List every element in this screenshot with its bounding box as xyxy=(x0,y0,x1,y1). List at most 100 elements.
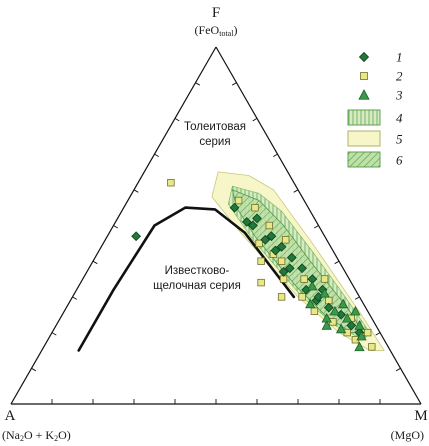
vertex-f-formula: (FeOtotal) xyxy=(195,23,238,38)
legend-symbol-4 xyxy=(347,109,381,126)
triangle-point xyxy=(335,323,347,334)
legend-label-5: 5 xyxy=(396,132,403,147)
square-point xyxy=(320,275,329,283)
diamond-point xyxy=(297,263,307,274)
edge-tick xyxy=(313,225,319,229)
square-point xyxy=(277,257,286,265)
diamond-point xyxy=(131,231,141,242)
square-point xyxy=(300,275,308,283)
calc-alkaline-line-1: Известково- xyxy=(165,265,230,277)
legend-item-3: 3 xyxy=(358,88,403,103)
tholeiitic-line-1: Толеитовая xyxy=(184,121,246,133)
legend: 1 2 3 4 5 6 xyxy=(347,50,403,168)
triangle-point xyxy=(305,298,316,309)
square-point xyxy=(234,196,243,205)
legend-item-5: 5 xyxy=(347,130,403,147)
diamond-point xyxy=(278,267,289,277)
square-point xyxy=(279,275,288,283)
legend-symbol-6 xyxy=(347,151,381,168)
legend-label-2: 2 xyxy=(396,69,403,84)
calc-alkaline-annotation: Известково- щелочная серия xyxy=(153,265,241,292)
diamond-point xyxy=(248,220,258,231)
legend-item-1: 1 xyxy=(358,50,403,65)
tholeiitic-calc-alkaline-divide xyxy=(77,206,296,352)
legend-symbol-5 xyxy=(347,130,381,147)
legend-label-3: 3 xyxy=(395,88,403,103)
edge-tick xyxy=(252,118,258,122)
diamond-point xyxy=(252,213,262,224)
legend-symbol-3 xyxy=(358,89,370,100)
legend-item-2: 2 xyxy=(360,69,403,84)
legend-label-4: 4 xyxy=(396,111,403,126)
tholeiitic-line-2: серия xyxy=(199,136,230,148)
diamond-point xyxy=(284,263,295,274)
vertex-a-letter: A xyxy=(5,408,16,424)
square-point xyxy=(368,343,376,351)
edge-tick xyxy=(231,82,237,86)
diamond-point xyxy=(346,320,357,331)
square-point xyxy=(363,328,372,337)
square-point xyxy=(277,293,286,301)
edge-tick xyxy=(195,82,201,86)
triangle-point xyxy=(337,298,349,309)
diamond-point xyxy=(241,217,252,227)
calc-alkaline-line-2: щелочная серия xyxy=(153,280,241,292)
vertex-m-label: M (MgO) xyxy=(391,408,428,442)
edge-tick xyxy=(113,225,119,229)
triangle-point xyxy=(350,305,361,316)
edge-tick xyxy=(174,118,180,122)
square-point xyxy=(310,307,319,315)
legend-label-6: 6 xyxy=(396,153,403,168)
edge-tick xyxy=(133,189,139,193)
edge-tick xyxy=(272,153,278,157)
vertex-m-letter: M xyxy=(414,408,427,424)
edge-tick xyxy=(31,367,37,372)
edge-tick xyxy=(354,296,360,300)
diamond-point xyxy=(229,202,240,213)
diamond-point xyxy=(323,302,334,313)
edge-tick xyxy=(293,189,299,193)
square-point xyxy=(255,239,263,248)
tholeiitic-annotation: Толеитовая серия xyxy=(184,121,246,148)
edge-tick xyxy=(51,332,57,336)
legend-label-1: 1 xyxy=(396,50,403,65)
triangle-point xyxy=(354,341,365,352)
square-point xyxy=(281,236,290,244)
square-point xyxy=(298,293,306,301)
edge-tick xyxy=(154,153,160,157)
edge-tick xyxy=(375,332,381,336)
vertex-f-label: F (FeOtotal) xyxy=(195,5,238,38)
vertex-a-formula: (Na2O + K2O) xyxy=(2,428,71,443)
edge-tick xyxy=(72,296,78,300)
triangle-point xyxy=(356,330,367,341)
data-points xyxy=(131,178,376,352)
vertex-a-label: A (Na2O + K2O) xyxy=(2,408,71,443)
vertex-m-formula: (MgO) xyxy=(391,428,424,442)
legend-item-4: 4 xyxy=(347,109,403,126)
vertex-f-letter: F xyxy=(212,5,220,21)
legend-symbol-2 xyxy=(360,72,368,80)
edge-tick xyxy=(92,260,98,265)
square-point xyxy=(265,221,273,230)
triangle-point xyxy=(342,312,353,323)
legend-item-6: 6 xyxy=(347,151,403,168)
square-point xyxy=(257,257,265,265)
diamond-point xyxy=(286,252,297,263)
edge-ticks xyxy=(31,82,401,404)
diamond-point xyxy=(266,231,277,242)
legend-symbol-1 xyxy=(358,51,370,63)
square-point xyxy=(167,178,175,187)
diamond-point xyxy=(270,245,281,256)
diamond-point xyxy=(276,242,287,252)
diamond-point xyxy=(260,234,271,245)
triangle-point xyxy=(329,305,341,316)
triangle-point xyxy=(319,287,330,298)
triangle-point xyxy=(354,320,365,330)
square-point xyxy=(251,203,259,212)
square-point xyxy=(257,278,265,287)
edge-tick xyxy=(395,367,401,372)
triangle-point xyxy=(307,280,318,291)
triangle-point xyxy=(321,320,332,330)
edge-tick xyxy=(334,260,340,265)
